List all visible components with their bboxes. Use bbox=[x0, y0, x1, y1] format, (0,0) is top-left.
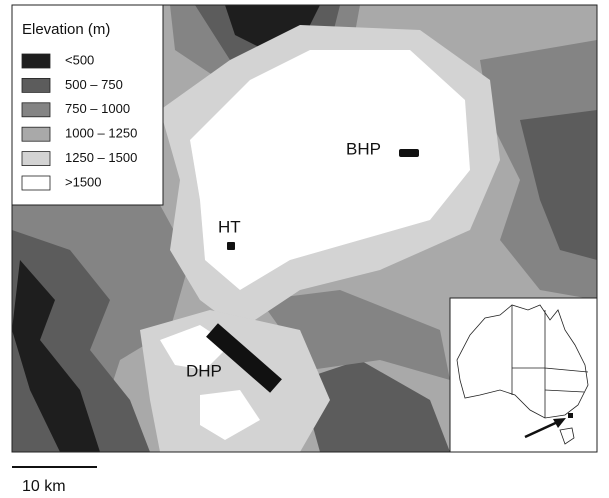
legend-label: >1500 bbox=[65, 174, 102, 189]
legend-label: <500 bbox=[65, 52, 94, 67]
terrain-band bbox=[190, 50, 470, 290]
legend-label: 750 – 1000 bbox=[65, 101, 130, 116]
terrain-band bbox=[300, 360, 450, 452]
legend-swatch bbox=[21, 53, 51, 69]
legend-swatch bbox=[21, 151, 51, 167]
legend-label: 1250 – 1500 bbox=[65, 150, 137, 165]
inset-arrow-head bbox=[553, 418, 566, 428]
map-frame bbox=[11, 4, 598, 453]
legend-label: 500 – 750 bbox=[65, 77, 123, 92]
legend-label: 1000 – 1250 bbox=[65, 126, 137, 141]
legend-items: <500 500 – 750 750 – 1000 1000 – 1250 1250 –… bbox=[21, 52, 137, 191]
site-label: HT bbox=[218, 217, 241, 236]
terrain-band bbox=[225, 5, 320, 50]
site-label: BHP bbox=[346, 139, 381, 158]
inset-location bbox=[568, 413, 573, 418]
legend-swatch bbox=[21, 78, 51, 93]
terrain-band bbox=[520, 110, 597, 260]
inset-box bbox=[449, 297, 598, 453]
legend-title: Elevation (m) bbox=[22, 21, 110, 38]
terrain-band bbox=[200, 390, 260, 440]
legend-swatch bbox=[21, 175, 51, 191]
site-marker bbox=[227, 242, 235, 250]
site-marker bbox=[399, 149, 419, 157]
site-label: DHP bbox=[186, 361, 222, 380]
legend-swatch bbox=[21, 102, 51, 118]
site-marker bbox=[206, 323, 282, 393]
legend-swatch bbox=[21, 126, 51, 142]
scale-label: 10 km bbox=[22, 478, 66, 495]
terrain-band bbox=[12, 260, 100, 452]
terrain bbox=[12, 5, 597, 452]
inset-australia bbox=[456, 304, 589, 445]
